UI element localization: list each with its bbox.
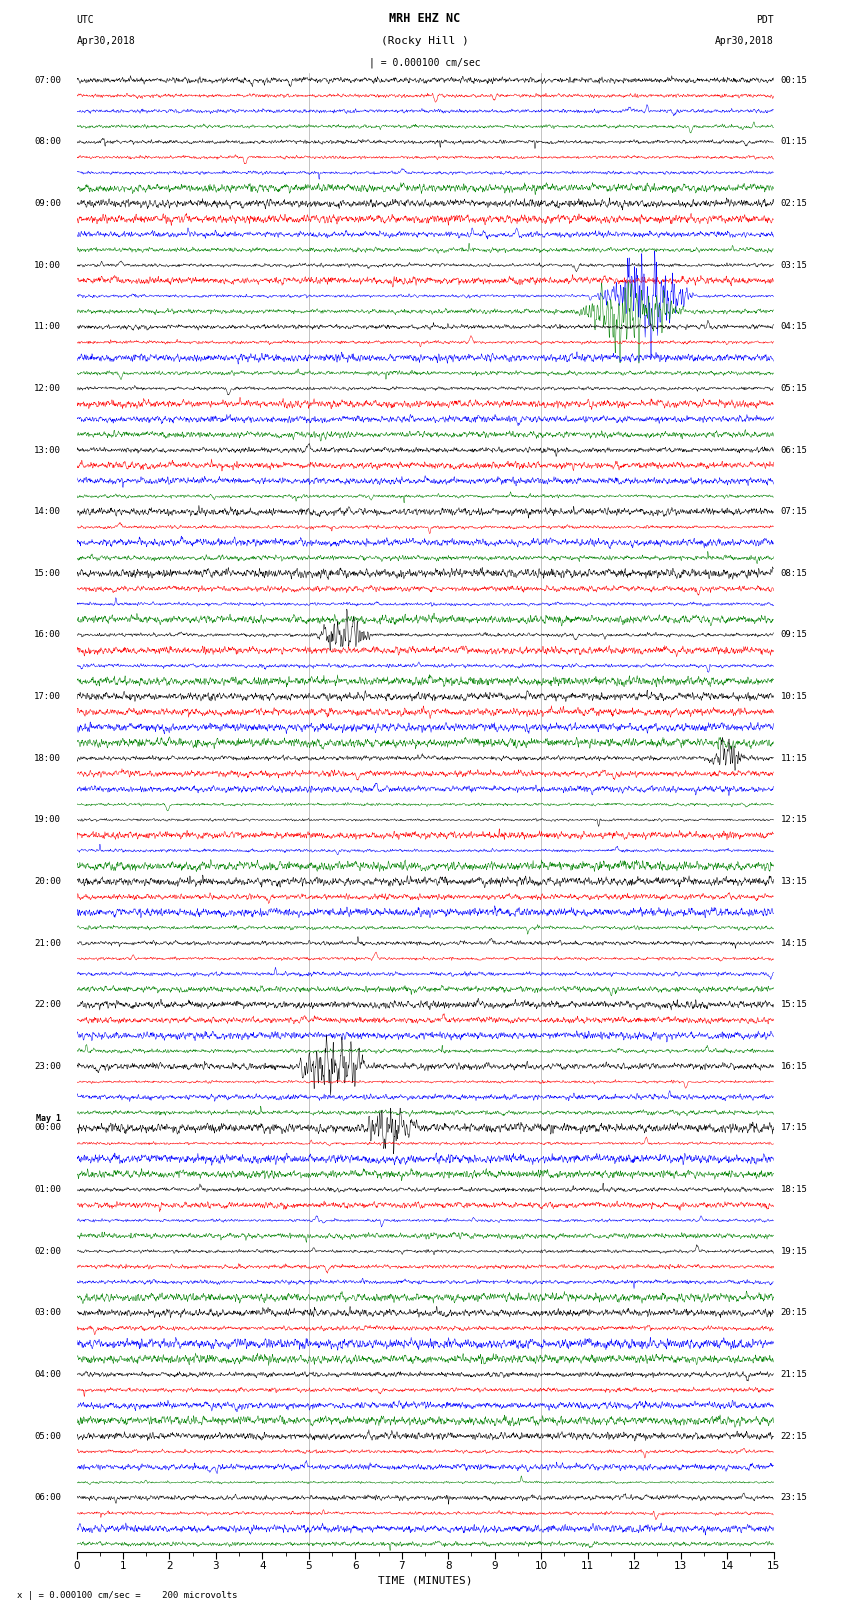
Text: 08:00: 08:00 [34, 137, 61, 147]
Text: 14:00: 14:00 [34, 506, 61, 516]
Text: 15:00: 15:00 [34, 569, 61, 577]
Text: 01:15: 01:15 [780, 137, 808, 147]
Text: 19:15: 19:15 [780, 1247, 808, 1257]
Text: 02:00: 02:00 [34, 1247, 61, 1257]
Text: 01:00: 01:00 [34, 1186, 61, 1194]
X-axis label: TIME (MINUTES): TIME (MINUTES) [377, 1576, 473, 1586]
Text: 17:00: 17:00 [34, 692, 61, 702]
Text: 11:15: 11:15 [780, 753, 808, 763]
Text: 07:15: 07:15 [780, 506, 808, 516]
Text: 21:00: 21:00 [34, 939, 61, 947]
Text: 06:15: 06:15 [780, 445, 808, 455]
Text: 23:00: 23:00 [34, 1061, 61, 1071]
Text: 10:15: 10:15 [780, 692, 808, 702]
Text: 21:15: 21:15 [780, 1369, 808, 1379]
Text: 19:00: 19:00 [34, 815, 61, 824]
Text: 10:00: 10:00 [34, 261, 61, 269]
Text: 12:00: 12:00 [34, 384, 61, 394]
Text: 11:00: 11:00 [34, 323, 61, 331]
Text: May 1: May 1 [37, 1115, 61, 1123]
Text: 04:15: 04:15 [780, 323, 808, 331]
Text: 14:15: 14:15 [780, 939, 808, 947]
Text: 00:00: 00:00 [34, 1124, 61, 1132]
Text: 04:00: 04:00 [34, 1369, 61, 1379]
Text: MRH EHZ NC: MRH EHZ NC [389, 13, 461, 26]
Text: 03:00: 03:00 [34, 1308, 61, 1318]
Text: 08:15: 08:15 [780, 569, 808, 577]
Text: 20:15: 20:15 [780, 1308, 808, 1318]
Text: 16:15: 16:15 [780, 1061, 808, 1071]
Text: 07:00: 07:00 [34, 76, 61, 85]
Text: 12:15: 12:15 [780, 815, 808, 824]
Text: 23:15: 23:15 [780, 1494, 808, 1502]
Text: 16:00: 16:00 [34, 631, 61, 639]
Text: 18:15: 18:15 [780, 1186, 808, 1194]
Text: 13:00: 13:00 [34, 445, 61, 455]
Text: 22:00: 22:00 [34, 1000, 61, 1010]
Text: 05:00: 05:00 [34, 1432, 61, 1440]
Text: 00:15: 00:15 [780, 76, 808, 85]
Text: (Rocky Hill ): (Rocky Hill ) [381, 35, 469, 45]
Text: 05:15: 05:15 [780, 384, 808, 394]
Text: 13:15: 13:15 [780, 877, 808, 886]
Text: UTC: UTC [76, 15, 94, 26]
Text: PDT: PDT [756, 15, 774, 26]
Text: 17:15: 17:15 [780, 1124, 808, 1132]
Text: 15:15: 15:15 [780, 1000, 808, 1010]
Text: Apr30,2018: Apr30,2018 [76, 35, 135, 45]
Text: x | = 0.000100 cm/sec =    200 microvolts: x | = 0.000100 cm/sec = 200 microvolts [17, 1590, 237, 1600]
Text: 02:15: 02:15 [780, 198, 808, 208]
Text: 09:00: 09:00 [34, 198, 61, 208]
Text: Apr30,2018: Apr30,2018 [715, 35, 774, 45]
Text: 20:00: 20:00 [34, 877, 61, 886]
Text: 22:15: 22:15 [780, 1432, 808, 1440]
Text: 18:00: 18:00 [34, 753, 61, 763]
Text: | = 0.000100 cm/sec: | = 0.000100 cm/sec [369, 58, 481, 68]
Text: 09:15: 09:15 [780, 631, 808, 639]
Text: 06:00: 06:00 [34, 1494, 61, 1502]
Text: 03:15: 03:15 [780, 261, 808, 269]
